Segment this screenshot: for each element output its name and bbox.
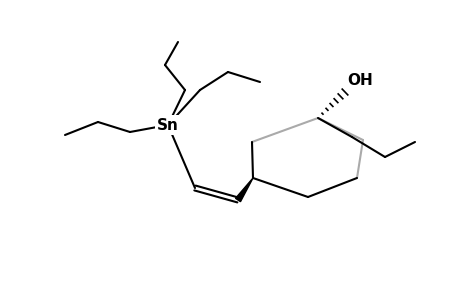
Text: OH: OH [346,73,372,88]
Polygon shape [235,178,252,202]
Text: Sn: Sn [157,118,179,133]
